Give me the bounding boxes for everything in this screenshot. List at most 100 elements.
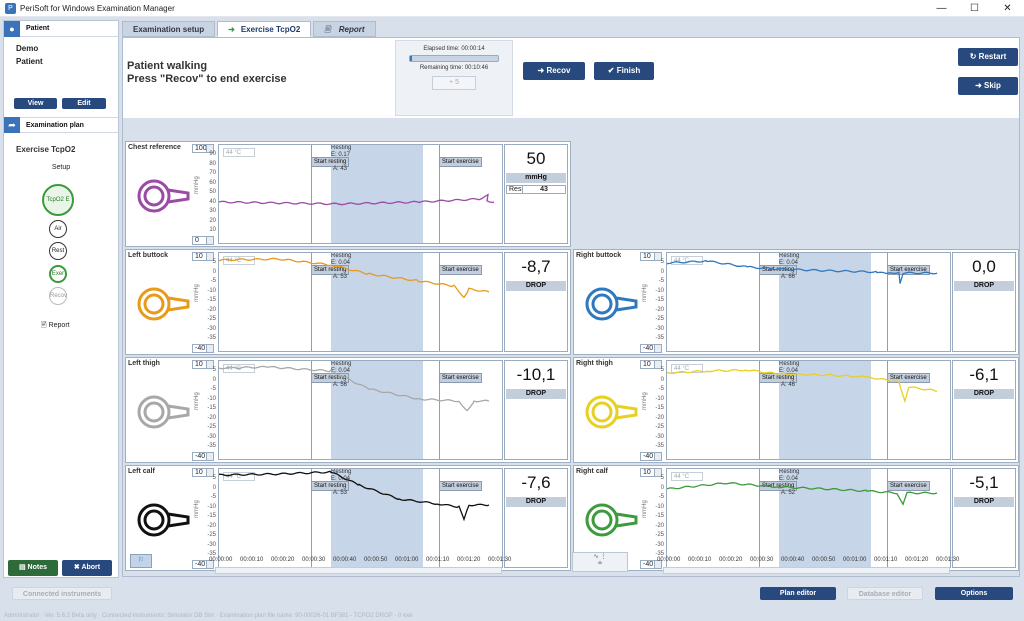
temperature-value: 44 [226,474,233,480]
start-resting-marker[interactable]: Start resting [759,265,798,275]
scale-bottom-input[interactable]: -40 [640,560,662,569]
step-recov[interactable]: Recov [49,287,67,305]
maximize-button[interactable]: ☐ [970,3,979,14]
y-tick: -35 [207,443,216,449]
plus-five-button[interactable]: + 5 [432,76,476,90]
skip-button[interactable]: ➜ Skip [958,77,1018,95]
temperature-unit: °C [234,150,242,156]
step-tcpo2[interactable]: TcpO2 E [42,184,74,216]
start-resting-marker[interactable]: Start resting [311,157,350,167]
abort-button[interactable]: ✖ Abort [62,560,112,576]
trend-line [219,365,490,412]
current-value: -5,1 [969,473,999,492]
temperature-field: 44 °C [671,472,703,481]
tab-report[interactable]: 🖹 Report [313,21,376,37]
tab-exercise-label: Exercise TcpO2 [240,25,301,34]
recov-button[interactable]: ➜ Recov [523,62,585,80]
current-value: -6,1 [969,365,999,384]
resting-value: E: 0.04 [331,368,351,374]
edit-button[interactable]: Edit [62,98,106,109]
restart-label: Restart [978,52,1007,61]
scale-bottom-input[interactable]: -40 [192,452,214,461]
y-tick: 80 [209,160,216,167]
y-tick: -15 [207,297,216,303]
notes-button[interactable]: ▤ Notes [8,560,58,576]
resting-value: E: 0.04 [331,260,351,266]
finish-button[interactable]: ✔ Finish [594,62,654,80]
start-resting-marker[interactable]: Start resting [311,373,350,383]
scale-bottom-input[interactable]: -40 [192,560,214,569]
flag-icon[interactable]: ⚐ [130,554,152,568]
scale-top-input[interactable]: 10 [192,252,214,261]
resting-label: Resting E: 0.17 [331,145,351,159]
step-air[interactable]: Air [49,220,67,238]
y-tick: -30 [207,541,216,548]
options-button[interactable]: Options [935,587,1013,600]
value-unit: DROP [954,389,1014,399]
temperature-unit: °C [682,366,690,372]
scale-top-input[interactable]: 100 [192,144,214,153]
y-tick: 0 [660,484,664,491]
y-tick: -25 [207,424,216,430]
step-rest[interactable]: Rest [49,242,67,260]
document-icon: 🖹 [41,322,47,329]
value-box: -8,7 DROP [504,252,568,352]
trend-plot: 44 °C Resting E: 0.04 Start resting Start… [666,360,951,460]
status-line: Administrator · Ver. 5.6.2 Beta only · C… [4,613,413,619]
exercise-start-line [439,145,440,243]
scale-bottom-input[interactable]: -40 [192,344,214,353]
scale-top-input[interactable]: 10 [192,360,214,369]
trend-line [667,482,938,506]
sensor-probe-icon [585,503,638,537]
restart-button[interactable]: ↻ Restart [958,48,1018,66]
scale-top-input[interactable]: 10 [640,360,662,369]
start-exercise-marker[interactable]: Start exercise [439,157,482,167]
database-editor-button[interactable]: Database editor [847,587,923,600]
trend-plot: 44 °C Resting E: 0.17 Start resting Start… [218,144,503,244]
start-exercise-marker[interactable]: Start exercise [439,481,482,491]
plan-editor-button[interactable]: Plan editor [760,587,836,600]
sensor-panel: Right buttock 10 -40 5 0 -5 -10 -15 -20 -25 -30… [573,249,1019,355]
scale-top-input[interactable]: 10 [640,252,662,261]
start-exercise-marker[interactable]: Start exercise [887,481,930,491]
report-link[interactable]: 🖹 Report [41,321,70,332]
temperature-unit: °C [234,258,242,264]
trend-line [667,368,938,404]
close-button[interactable]: ✕ [1003,3,1012,14]
start-exercise-marker[interactable]: Start exercise [887,373,930,383]
right-timeline-scrollbar[interactable] [663,567,950,574]
resting-label: Resting E: 0.04 [779,253,799,267]
start-exercise-marker[interactable]: Start exercise [439,373,482,383]
y-tick: 30 [209,208,216,214]
step-exer[interactable]: Exer [49,265,67,283]
temperature-field: 44 °C [223,256,255,265]
trend-plot: 44 °C Resting E: 0.04 Start resting Start… [666,468,951,568]
x-tick: 00:01:20 [457,557,481,563]
res-value: 43 [540,186,548,193]
view-button[interactable]: View [14,98,57,109]
tab-examination-setup[interactable]: Examination setup [122,21,216,37]
minimize-button[interactable]: — [936,3,947,14]
scale-bottom-input[interactable]: -40 [640,344,662,353]
y-tick: -20 [655,306,664,313]
start-exercise-marker[interactable]: Start exercise [887,265,930,275]
view-controls[interactable]: ∿ ⋮ ≏ [572,552,628,572]
scale-top-input[interactable]: 10 [192,468,214,477]
y-tick: -5 [210,494,216,500]
scale-bottom-input[interactable]: -40 [640,452,662,461]
x-tick: 00:01:00 [843,557,867,563]
tab-exercise[interactable]: ➜ Exercise TcpO2 [217,21,312,37]
y-tick: 50 [209,189,216,195]
y-tick: -25 [655,424,664,430]
connected-instruments-button[interactable]: Connected instruments [12,587,112,600]
start-resting-marker[interactable]: Start resting [311,481,350,491]
scale-top-input[interactable]: 10 [640,468,662,477]
resting-start-line [311,469,312,567]
scale-bottom-input[interactable]: 0 [192,236,214,245]
start-exercise-marker[interactable]: Start exercise [439,265,482,275]
x-tick: 00:00:00 [657,557,681,563]
temperature-value: 44 [674,474,681,480]
left-timeline-scrollbar[interactable] [215,567,502,574]
current-value: -8,7 [521,257,551,276]
value-box: -6,1 DROP [952,360,1016,460]
